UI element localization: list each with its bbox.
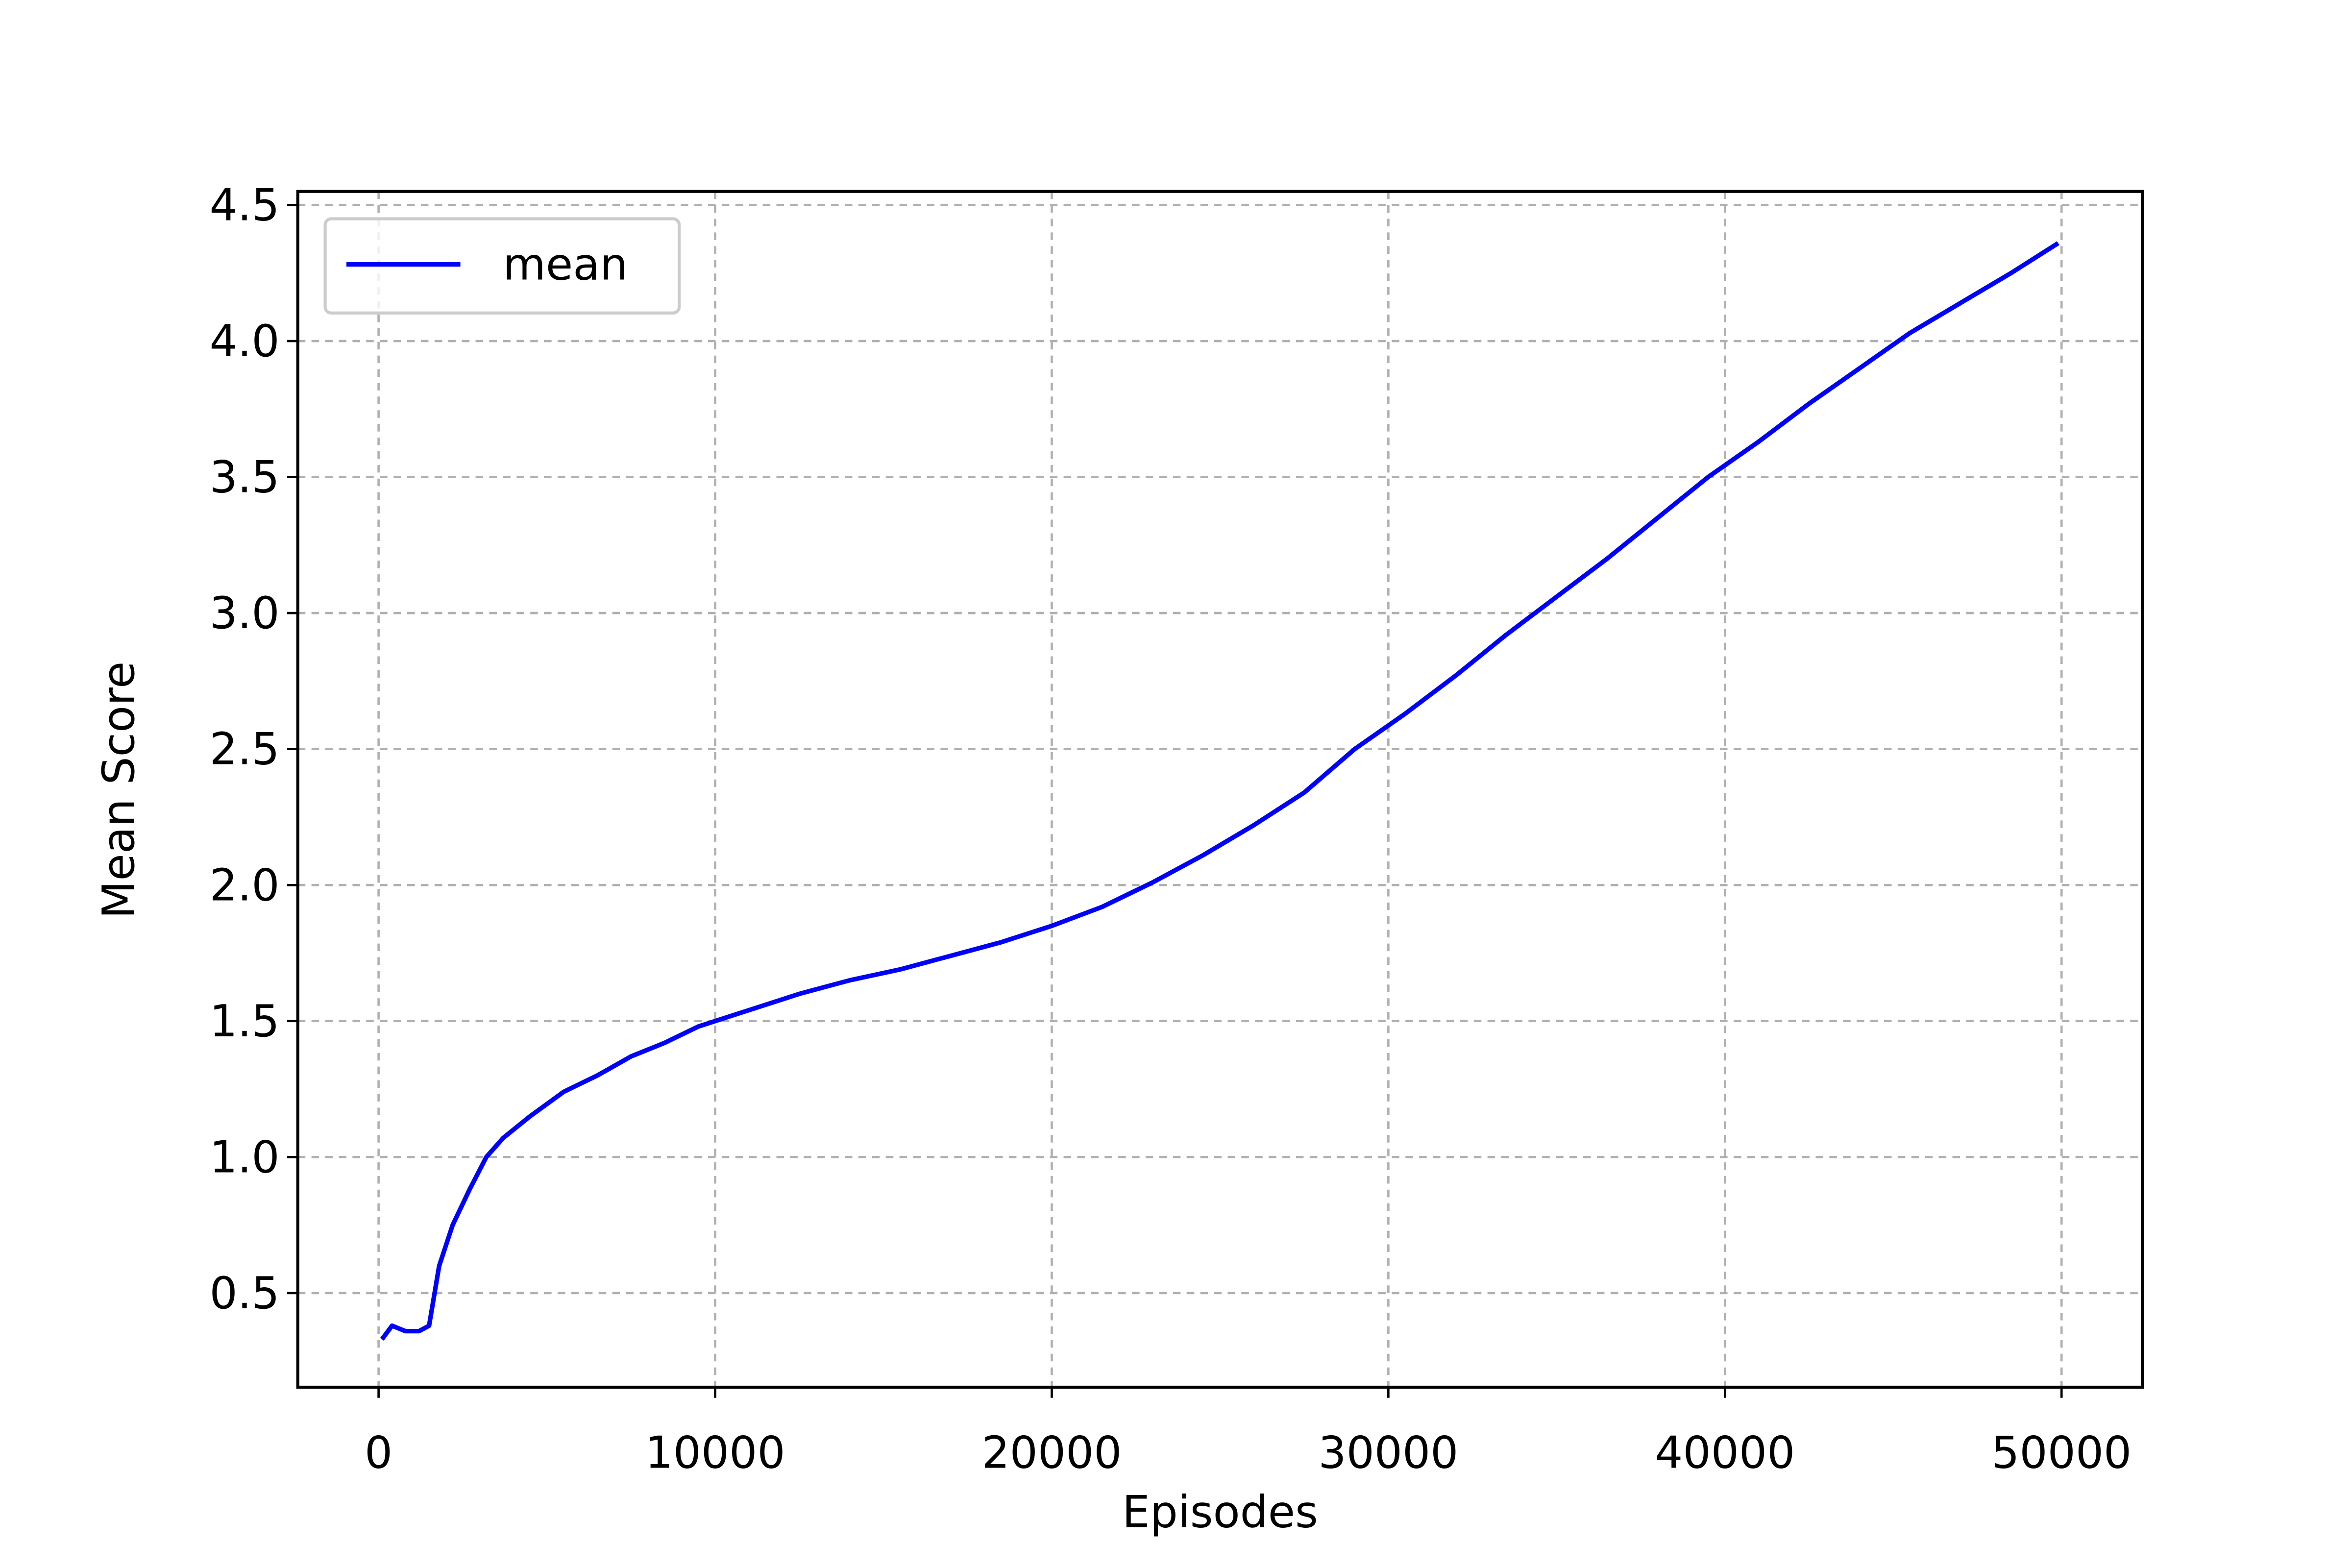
x-tick-label: 20000 bbox=[981, 1427, 1122, 1478]
x-tick-label: 30000 bbox=[1318, 1427, 1458, 1478]
plot-frame bbox=[296, 190, 2144, 1389]
x-tick-label: 0 bbox=[365, 1427, 392, 1478]
x-tick-label: 40000 bbox=[1655, 1427, 1795, 1478]
y-tick-label: 0.5 bbox=[210, 1268, 280, 1319]
y-tick-label: 2.0 bbox=[210, 860, 280, 911]
y-axis-label: Mean Score bbox=[94, 662, 145, 919]
x-tick-label: 10000 bbox=[645, 1427, 785, 1478]
y-tick-label: 3.0 bbox=[210, 588, 280, 639]
y-tick-label: 4.5 bbox=[210, 180, 280, 231]
y-tick-label: 2.5 bbox=[210, 724, 280, 775]
x-axis-label: Episodes bbox=[1122, 1487, 1318, 1538]
x-tick-label: 50000 bbox=[1991, 1427, 2132, 1478]
legend: mean bbox=[323, 217, 681, 315]
y-tick-label: 1.5 bbox=[210, 996, 280, 1047]
y-tick-label: 4.0 bbox=[210, 316, 280, 367]
line-series bbox=[380, 241, 2059, 1341]
legend-frame bbox=[323, 217, 681, 315]
legend-label: mean bbox=[503, 240, 628, 291]
y-tick-label: 1.0 bbox=[210, 1132, 280, 1183]
y-tick-label: 3.5 bbox=[210, 452, 280, 503]
